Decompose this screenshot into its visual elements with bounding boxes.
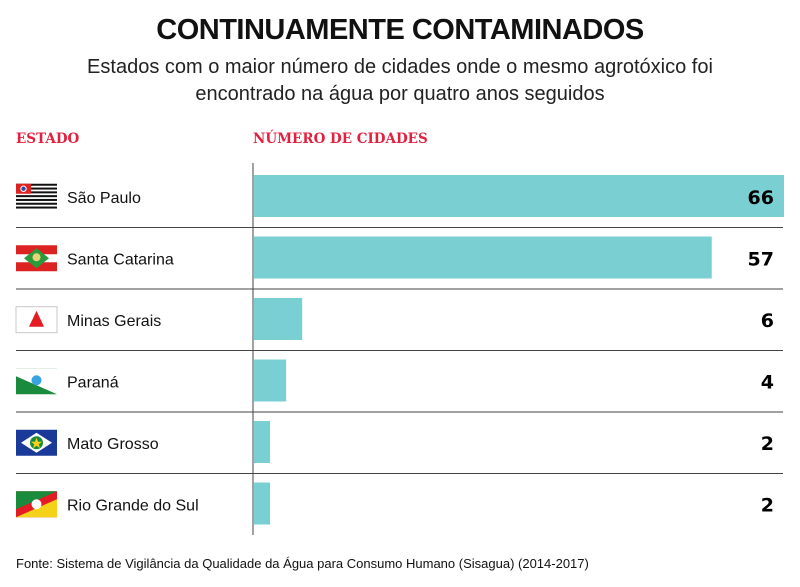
bar-2: [254, 298, 303, 340]
subtitle-line-1: Estados com o maior número de cidades on…: [87, 56, 713, 78]
column-header-count: NÚMERO DE CIDADES: [253, 131, 428, 147]
bar-5: [254, 482, 271, 525]
bar-1: [254, 236, 712, 279]
flag-stripe: [16, 195, 57, 198]
mt-flag-icon: [16, 429, 57, 456]
value-label: 2: [761, 433, 774, 455]
flag-stripe: [16, 191, 57, 194]
flag-triangle: [29, 310, 44, 327]
bar-0: [254, 175, 784, 217]
chart-subtitle: Estados com o maior número de cidades on…: [0, 54, 800, 108]
flag-star: [31, 437, 42, 449]
pr-flag-icon: [16, 368, 57, 395]
state-label: Rio Grande do Sul: [67, 497, 199, 514]
state-label: Minas Gerais: [67, 313, 161, 330]
state-label: Santa Catarina: [67, 251, 174, 268]
flag-map: [21, 186, 26, 191]
state-label: Paraná: [67, 374, 119, 391]
flag-stripe: [16, 206, 57, 209]
rs-flag-icon: [16, 491, 57, 518]
state-label: São Paulo: [67, 190, 141, 207]
sp-flag-icon: [16, 183, 57, 210]
subtitle-line-2: encontrado na água por quatro anos segui…: [195, 83, 605, 105]
flag-globe: [31, 375, 42, 386]
bar-4: [254, 421, 271, 463]
value-label: 2: [761, 494, 774, 516]
flag-stripe: [16, 202, 57, 205]
flag-emblem: [31, 499, 42, 510]
mg-flag-icon: [15, 306, 58, 334]
flag-stripe: [16, 198, 57, 201]
value-label: 57: [748, 248, 774, 270]
flag-stripe: [16, 187, 57, 190]
chart-title: CONTINUAMENTE CONTAMINADOS: [156, 14, 644, 46]
flag-emblem: [32, 253, 41, 262]
state-label: Mato Grosso: [67, 436, 159, 453]
column-header-state: ESTADO: [16, 131, 80, 147]
flag-stripe: [16, 183, 57, 186]
value-label: 6: [761, 310, 774, 332]
value-label: 4: [761, 371, 774, 393]
value-label: 66: [748, 187, 774, 209]
source-note: Fonte: Sistema de Vigilância da Qualidad…: [16, 556, 589, 571]
sc-flag-icon: [16, 245, 57, 272]
bar-3: [254, 359, 287, 402]
